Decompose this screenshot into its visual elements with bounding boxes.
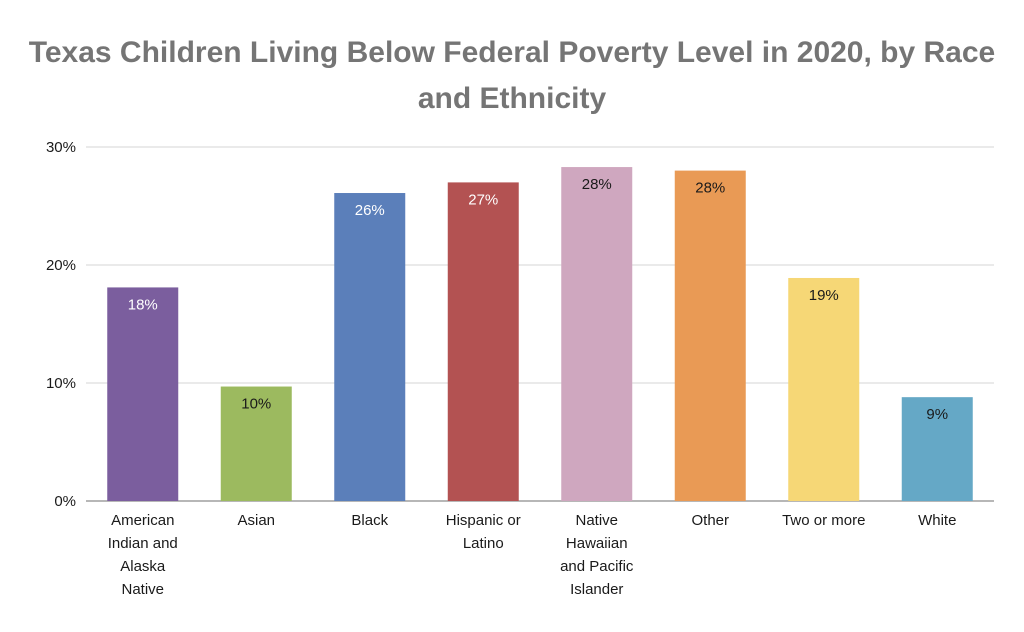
bar bbox=[561, 167, 633, 501]
y-tick-label: 10% bbox=[46, 375, 76, 392]
data-label: 19% bbox=[809, 287, 839, 304]
data-label: 28% bbox=[695, 180, 725, 197]
x-tick-label: Asian bbox=[237, 512, 275, 529]
x-tick-label: White bbox=[918, 512, 956, 529]
x-tick-label: Other bbox=[691, 512, 729, 529]
bar bbox=[107, 287, 179, 501]
data-label: 27% bbox=[468, 191, 498, 208]
bar bbox=[334, 193, 406, 501]
data-label: 18% bbox=[128, 296, 158, 313]
bar bbox=[788, 277, 860, 501]
x-tick-label: and Pacific bbox=[560, 558, 634, 575]
bar bbox=[220, 386, 292, 501]
x-tick-label: Two or more bbox=[782, 512, 865, 529]
x-tick-label: Black bbox=[351, 512, 388, 529]
x-tick-label: Islander bbox=[570, 581, 623, 598]
data-label: 26% bbox=[355, 202, 385, 219]
x-tick-label: Hawaiian bbox=[566, 535, 628, 552]
y-tick-label: 30% bbox=[46, 139, 76, 156]
x-tick-label: Native bbox=[575, 512, 618, 529]
data-label: 10% bbox=[241, 396, 271, 413]
chart-title: Texas Children Living Below Federal Pove… bbox=[28, 36, 996, 115]
data-label: 9% bbox=[926, 406, 948, 423]
x-tick-label: Alaska bbox=[120, 558, 166, 575]
x-tick-label: Native bbox=[121, 581, 164, 598]
x-tick-label: Latino bbox=[463, 535, 504, 552]
bar bbox=[447, 182, 519, 501]
bar bbox=[674, 170, 746, 501]
data-label: 28% bbox=[582, 176, 612, 193]
bar bbox=[901, 397, 973, 501]
x-tick-label: Indian and bbox=[108, 535, 178, 552]
y-tick-label: 20% bbox=[46, 257, 76, 274]
y-tick-label: 0% bbox=[54, 493, 76, 510]
x-tick-label: American bbox=[111, 512, 174, 529]
x-tick-label: Hispanic or bbox=[446, 512, 521, 529]
